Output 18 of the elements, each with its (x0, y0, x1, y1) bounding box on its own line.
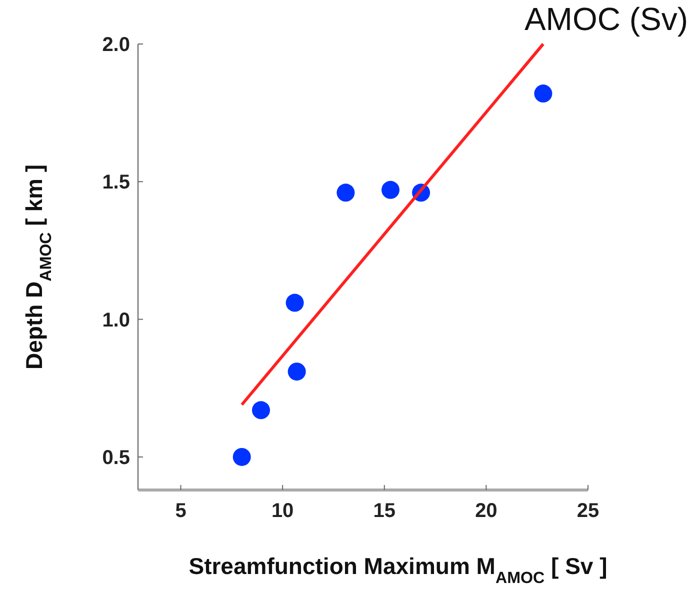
x-tick-label: 10 (271, 500, 294, 522)
x-tick-label: 25 (576, 500, 600, 522)
x-tick-label: 20 (475, 500, 498, 522)
point (252, 401, 270, 420)
point (534, 84, 552, 103)
y-tick-label: 2.0 (102, 34, 130, 56)
point (288, 362, 306, 381)
y-tick-label: 1.5 (102, 172, 130, 194)
point (232, 448, 251, 466)
y-tick-label: 0.5 (102, 446, 130, 469)
point (381, 180, 400, 199)
point (286, 294, 304, 312)
y-tick-label: 1.0 (102, 309, 130, 332)
chart-title: AMOC (Sv) (524, 1, 688, 37)
point (336, 184, 355, 202)
x-tick-label: 15 (373, 500, 396, 522)
x-axis-title: Streamfunction Maximum M$_{AMOC}$ [ Sv ] (188, 553, 608, 587)
x-tick-label: 5 (175, 500, 186, 522)
